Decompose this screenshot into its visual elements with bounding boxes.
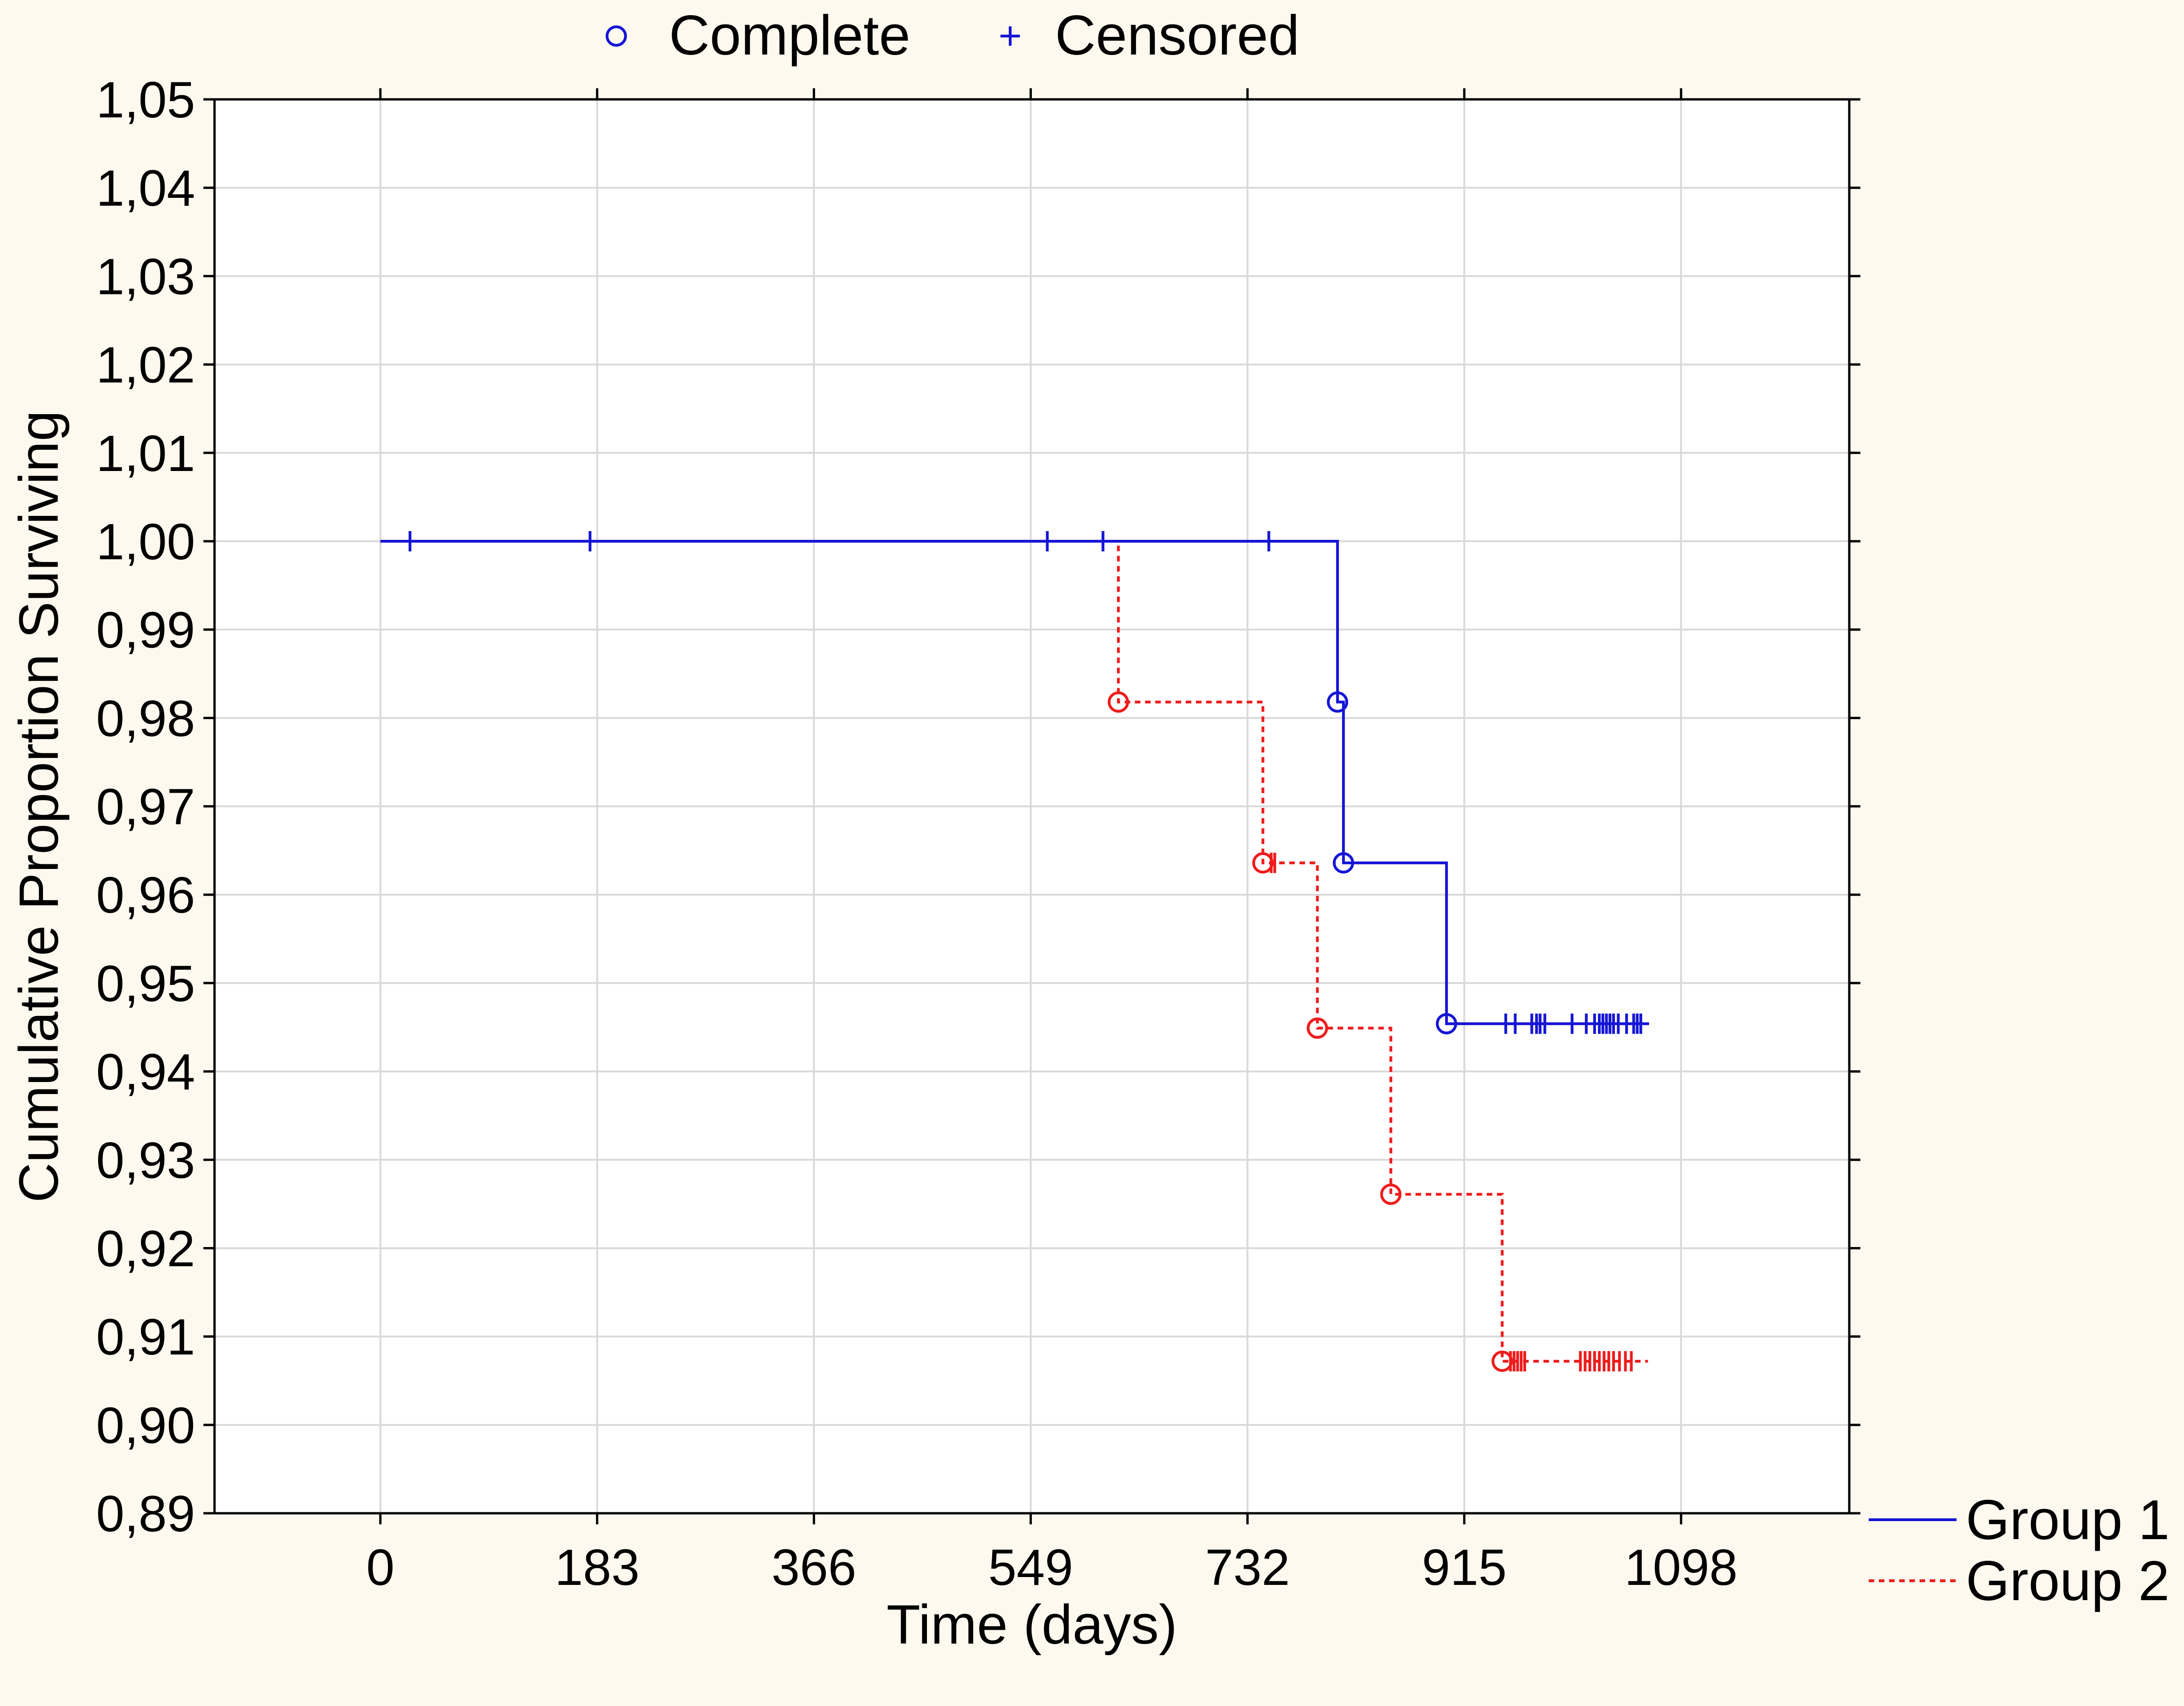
complete-event-marker: [1307, 1017, 1328, 1039]
y-tick-label: 0,99: [96, 602, 195, 659]
group-1-legend-label: Group 1: [1966, 1488, 2170, 1551]
series-group-2: [380, 539, 1648, 1372]
censored-marker-icon: [1000, 26, 1020, 46]
series-legend: Group 1 Group 2: [1869, 1488, 2170, 1612]
x-tick-label: 366: [772, 1539, 857, 1596]
y-tick-label: 1,05: [96, 72, 195, 128]
y-tick-label: 1,02: [96, 337, 195, 394]
x-tick-label: 1098: [1625, 1539, 1738, 1596]
complete-event-marker: [1108, 691, 1129, 713]
complete-legend-label: Complete: [669, 4, 910, 67]
complete-event-marker: [1332, 852, 1354, 874]
x-tick-label: 183: [555, 1539, 640, 1596]
y-tick-label: 0,95: [96, 955, 195, 1012]
series-line-group-1: [380, 539, 1649, 1025]
y-tick-label: 1,04: [96, 160, 195, 217]
complete-event-marker: [1327, 691, 1349, 713]
y-tick-label: 0,90: [96, 1397, 195, 1454]
y-tick-label: 0,97: [96, 779, 195, 836]
y-tick-label: 1,01: [96, 425, 195, 482]
y-axis-title: Cumulative Proportion Surviving: [8, 410, 70, 1203]
complete-event-marker: [1380, 1183, 1402, 1205]
y-tick-label: 0,96: [96, 867, 195, 924]
x-axis-title: Time (days): [887, 1594, 1178, 1656]
y-tick-label: 0,89: [96, 1486, 195, 1542]
series-group-1: [380, 531, 1649, 1034]
y-tick-label: 0,94: [96, 1044, 195, 1101]
marker-legend: Complete Censored: [606, 4, 1300, 67]
complete-marker-icon: [606, 25, 627, 47]
y-tick-label: 0,92: [96, 1220, 195, 1277]
complete-event-marker: [1436, 1013, 1457, 1034]
y-tick-label: 0,91: [96, 1309, 195, 1366]
x-tick-label: 549: [988, 1539, 1074, 1596]
y-tick-label: 1,00: [96, 514, 195, 570]
x-tick-label: 915: [1422, 1539, 1507, 1596]
y-tick-label: 1,03: [96, 248, 195, 305]
y-tick-label: 0,98: [96, 690, 195, 747]
group-2-legend-label: Group 2: [1966, 1549, 2170, 1612]
y-tick-label: 0,93: [96, 1132, 195, 1189]
axis-ticks: 0 183 366 549 732 915 1098 0,89 0,90 0,91 0,92 0,93…: [96, 72, 1860, 1596]
x-tick-label: 732: [1205, 1539, 1290, 1596]
x-tick-label: 0: [366, 1539, 394, 1596]
series-line-group-2: [380, 539, 1648, 1363]
censored-legend-label: Censored: [1055, 4, 1300, 67]
series-layer: [380, 531, 1649, 1372]
